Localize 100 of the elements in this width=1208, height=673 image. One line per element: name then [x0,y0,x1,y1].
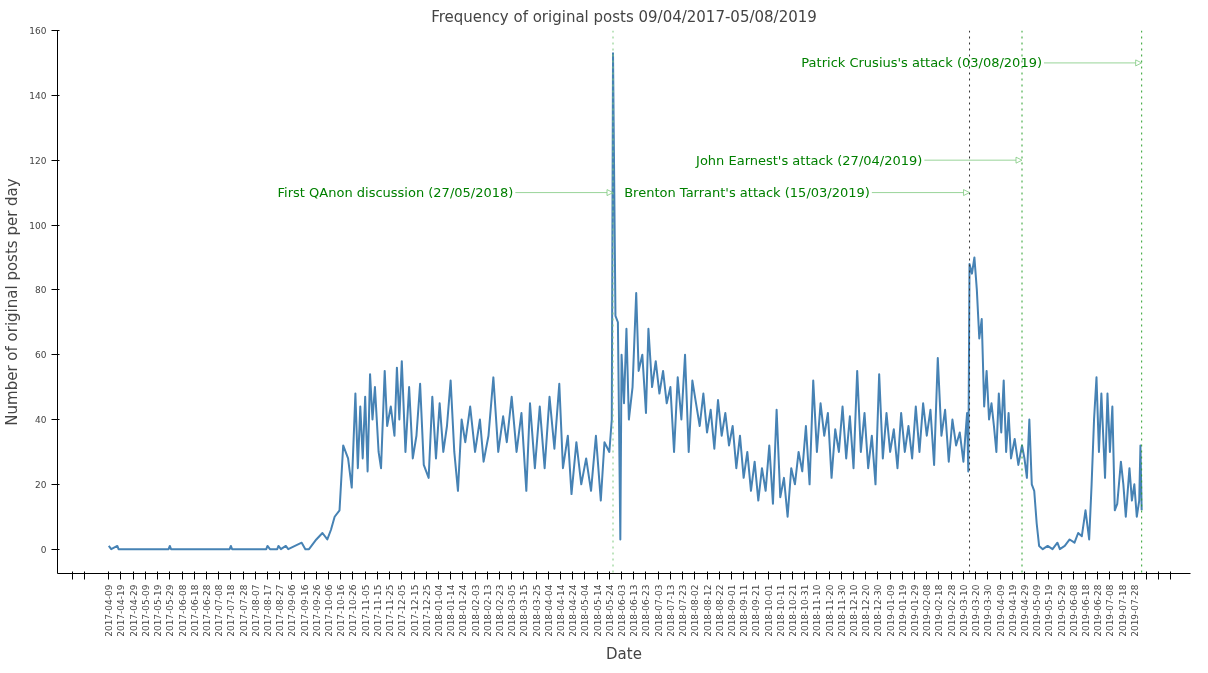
x-tick-label: 2018-04-24 [568,584,579,637]
x-tick-label: 2018-11-30 [836,584,847,637]
x-tick-label: 2018-10-11 [775,584,786,637]
y-tick-label: 20 [35,479,47,490]
x-tick-label: 2019-07-18 [1117,584,1128,637]
x-tick-label: 2017-12-05 [397,584,408,637]
x-tick-label: 2017-06-28 [201,584,212,637]
x-tick-label: 2019-02-08 [922,584,933,637]
x-tick-label: 2018-03-05 [507,584,518,637]
x-tick-label: 2019-04-19 [1007,584,1018,637]
x-tick-label: 2019-03-30 [983,584,994,637]
x-tick-label: 2017-11-05 [360,584,371,637]
chart-title: Frequency of original posts 09/04/2017-05/08/2019 [431,7,817,26]
y-tick-label: 0 [40,544,47,555]
x-tick-label: 2019-06-28 [1093,584,1104,637]
x-tick-label: 2018-01-24 [458,584,469,637]
x-tick-label: 2018-11-10 [812,584,823,637]
x-tick-label: 2019-01-09 [885,584,896,637]
x-tick-label: 2017-07-28 [238,584,249,637]
x-tick-label: 2018-03-25 [531,584,542,637]
x-tick-label: 2017-08-17 [263,584,273,637]
x-tick-label: 2017-12-15 [409,584,420,637]
x-tick-label: 2018-03-15 [519,584,530,637]
x-tick-label: 2018-02-13 [482,584,493,637]
x-tick-label: 2018-10-21 [787,584,798,637]
x-tick-label: 2017-09-26 [311,584,322,637]
x-tick-label: 2018-12-20 [861,584,872,637]
x-tick-label: 2019-04-29 [1019,584,1030,637]
y-axis-title: Number of original posts per day [3,178,22,426]
x-tick-label: 2018-04-14 [556,584,567,637]
x-tick-label: 2019-06-08 [1068,584,1079,637]
x-tick-label: 2017-11-25 [385,584,396,637]
x-tick-label: 2018-12-10 [849,584,860,637]
x-tick-label: 2017-11-15 [372,584,383,637]
x-tick-label: 2018-01-04 [433,584,444,637]
x-tick-label: 2019-03-10 [958,584,969,637]
x-tick-label: 2018-06-03 [617,584,628,637]
x-tick-label: 2018-05-24 [604,584,615,637]
x-tick-label: 2019-01-19 [897,584,908,637]
x-tick-label: 2018-08-02 [690,584,701,637]
x-tick-label: 2017-05-29 [165,584,176,637]
x-tick-label: 2017-10-26 [348,584,359,637]
x-tick-label: 2017-04-29 [128,584,139,637]
x-tick-label: 2019-06-18 [1081,584,1091,637]
x-tick-label: 2019-05-29 [1056,584,1067,637]
annotation: John Earnest's attack (27/04/2019) [695,152,923,168]
x-tick-label: 2018-09-11 [739,584,750,637]
x-tick-label: 2017-06-18 [189,584,200,637]
x-tick-label: 2018-05-14 [592,584,603,637]
x-tick-label: 2018-06-23 [641,584,652,637]
x-tick-label: 2019-05-19 [1044,584,1055,637]
x-tick-label: 2017-12-25 [421,584,432,637]
x-tick-label: 2017-04-09 [104,584,115,637]
x-tick-label: 2017-10-06 [324,584,335,637]
x-tick-label: 2017-08-27 [275,584,286,637]
annotation: Brenton Tarrant's attack (15/03/2019) [624,185,870,201]
x-tick-label: 2018-02-03 [470,584,481,637]
x-tick-label: 2019-02-28 [946,584,957,637]
y-tick-label: 40 [35,415,47,426]
x-tick-label: 2018-07-03 [653,584,664,637]
x-tick-label: 2017-04-19 [116,584,127,637]
x-tick-label: 2018-08-22 [714,584,725,637]
y-tick-label: 80 [35,285,47,296]
x-tick-label: 2018-10-31 [800,584,811,637]
x-tick-label: 2019-07-08 [1105,584,1116,637]
x-tick-label: 2017-09-06 [287,584,298,637]
x-tick-label: 2018-12-30 [873,584,884,637]
x-tick-label: 2017-09-16 [299,584,310,637]
x-tick-label: 2018-07-23 [678,584,689,637]
x-tick-label: 2018-06-13 [629,584,640,637]
y-tick-label: 60 [35,350,47,361]
y-tick-label: 100 [29,220,47,231]
x-tick-label: 2018-02-23 [494,584,505,637]
line-series [107,52,1143,551]
x-tick-label: 2018-04-04 [543,584,554,637]
x-tick-label: 2017-08-07 [250,584,261,637]
x-tick-label: 2018-09-01 [726,584,737,637]
x-tick-label: 2019-04-09 [995,584,1006,637]
x-tick-label: 2017-06-08 [177,584,188,637]
x-tick-label: 2018-07-13 [665,584,676,637]
x-axis-title: Date [606,644,642,663]
x-tick-label: 2018-08-12 [702,584,713,637]
x-tick-label: 2017-05-09 [140,584,151,637]
x-tick-label: 2017-05-19 [153,584,164,637]
x-tick-label: 2018-09-21 [751,584,762,637]
x-tick-label: 2019-07-28 [1129,584,1140,637]
x-tick-label: 2019-02-18 [934,584,945,637]
x-tick-label: 2019-03-20 [971,584,982,637]
annotation: Patrick Crusius's attack (03/08/2019) [801,55,1043,71]
x-tick-label: 2017-07-18 [226,584,237,637]
y-tick-label: 160 [29,26,47,36]
x-tick-label: 2017-07-08 [214,584,225,637]
annotation: First QAnon discussion (27/05/2018) [277,185,514,201]
x-tick-label: 2017-10-16 [336,584,347,637]
x-tick-label: 2019-05-09 [1032,584,1043,637]
x-tick-label: 2018-05-04 [580,584,591,637]
x-tick-label: 2018-01-14 [446,584,457,637]
x-tick-label: 2018-10-01 [763,584,774,637]
x-tick-label: 2018-11-20 [824,584,835,637]
y-tick-label: 120 [29,155,47,166]
